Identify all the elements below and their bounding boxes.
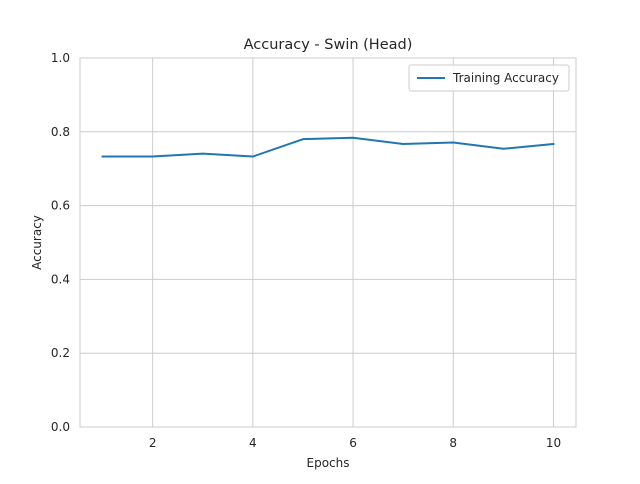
y-tick-label-3: 0.6 [51,199,70,213]
x-tick-label-6: 6 [349,436,357,450]
x-axis-label: Epochs [307,456,350,470]
y-tick-label-5: 1.0 [51,51,70,65]
legend-label-training-accuracy: Training Accuracy [452,71,559,85]
y-axis-label: Accuracy [30,215,44,270]
y-tick-label-1: 0.2 [51,346,70,360]
chart-legend: Training Accuracy [409,65,569,91]
y-tick-label-0: 0.0 [51,420,70,434]
x-tick-label-8: 8 [449,436,457,450]
x-tick-label-4: 4 [249,436,257,450]
x-tick-label-10: 10 [546,436,561,450]
y-tick-label-2: 0.4 [51,272,70,286]
chart-title: Accuracy - Swin (Head) [244,37,413,53]
x-tick-label-2: 2 [149,436,157,450]
y-tick-label-4: 0.8 [51,125,70,139]
